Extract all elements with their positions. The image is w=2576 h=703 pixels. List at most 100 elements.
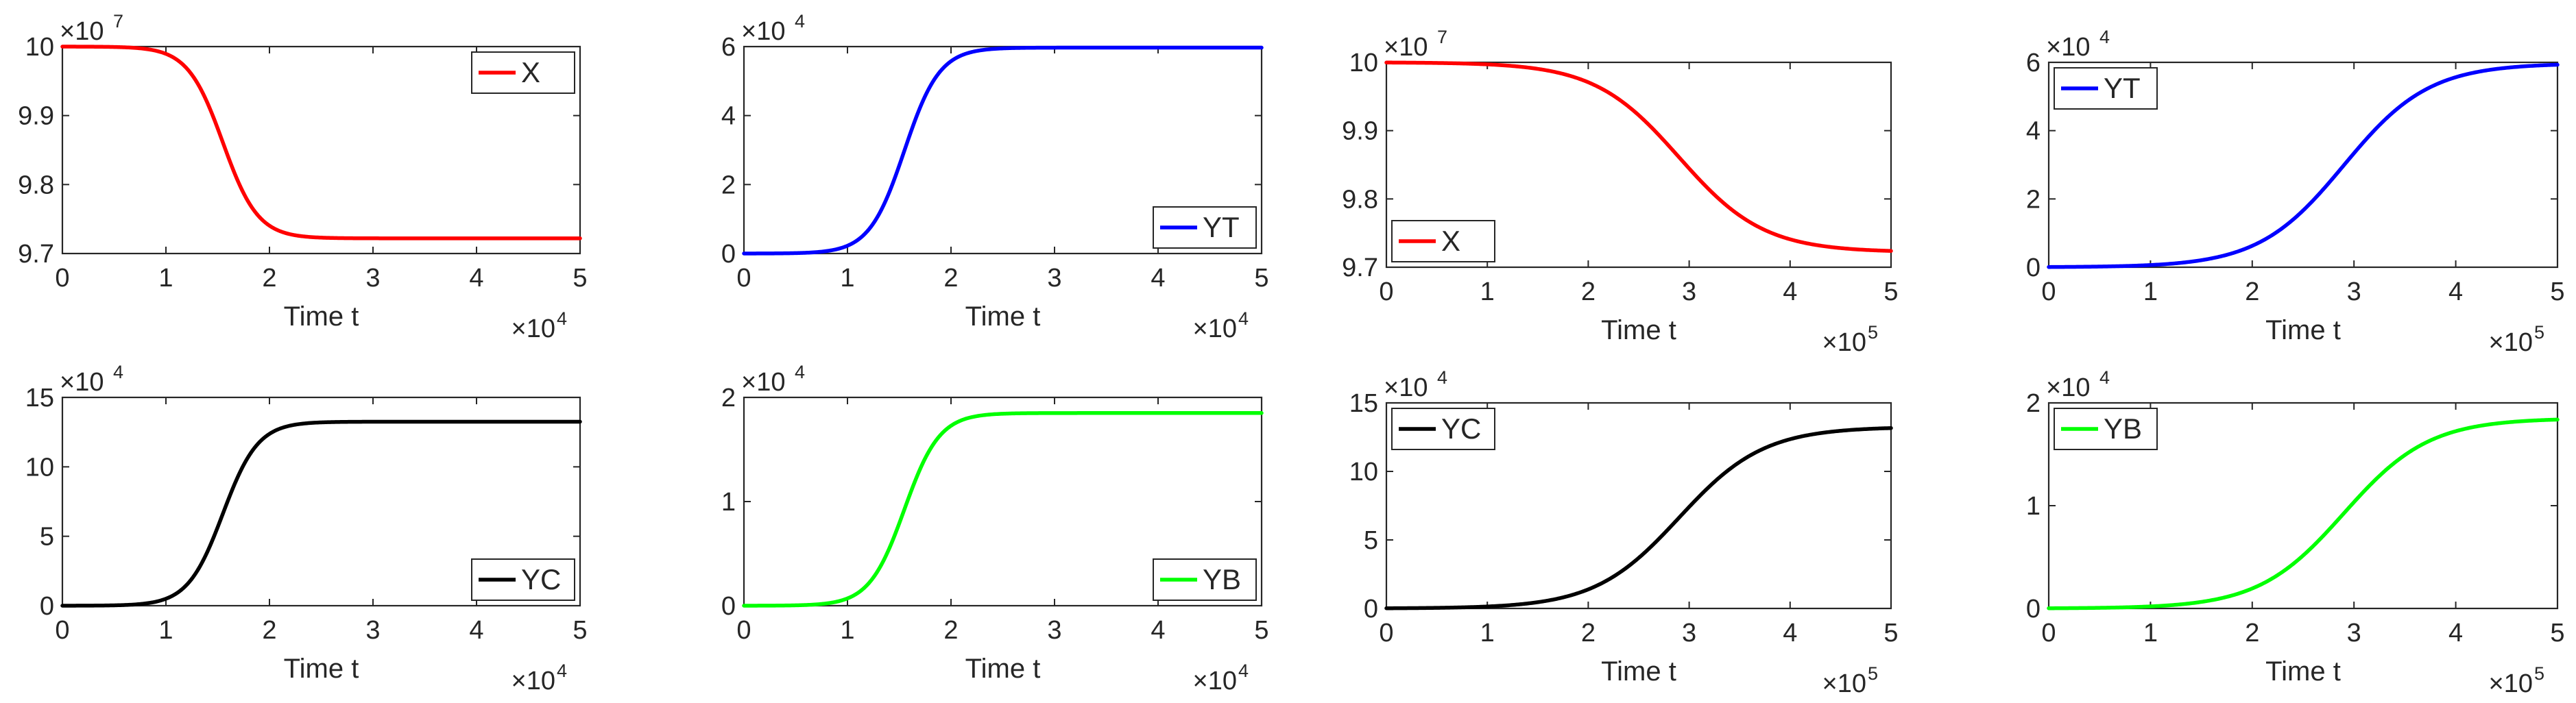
x-axis-label: Time t <box>965 654 1041 684</box>
y-tick-label: 10 <box>1349 49 1378 77</box>
y-multiplier: ×10 <box>741 17 785 46</box>
x-tick-label: 4 <box>469 264 483 293</box>
x-tick-label: 5 <box>2550 619 2564 648</box>
y-tick-label: 6 <box>2026 49 2041 77</box>
y-tick-label: 9.8 <box>1342 185 1378 214</box>
x-tick-label: 0 <box>1379 619 1393 648</box>
series-line-yb <box>742 411 1264 608</box>
x-tick-label: 3 <box>1047 616 1061 645</box>
series-line-yb <box>2047 417 2560 610</box>
x-exponent: 5 <box>2534 663 2544 684</box>
x-tick-label: 4 <box>469 616 483 645</box>
legend-label: X <box>1441 225 1460 257</box>
x-tick-label: 1 <box>1480 619 1495 648</box>
x-tick-label: 4 <box>1151 264 1165 293</box>
x-multiplier: ×10 <box>511 314 555 343</box>
x-exponent: 4 <box>557 661 567 681</box>
y-tick-label: 0 <box>40 592 54 621</box>
x-exponent: 5 <box>1868 663 1878 684</box>
x-tick-label: 4 <box>2448 278 2463 306</box>
y-tick-label: 9.9 <box>1342 117 1378 146</box>
x-tick-label: 3 <box>1682 619 1696 648</box>
x-tick-label: 5 <box>573 264 587 293</box>
y-multiplier: ×10 <box>2046 33 2090 62</box>
y-exponent: 4 <box>2099 27 2110 47</box>
x-exponent: 5 <box>1868 322 1878 343</box>
x-multiplier: ×10 <box>1193 667 1237 695</box>
x-tick-label: 5 <box>1254 264 1268 293</box>
y-tick-label: 9.8 <box>18 171 54 199</box>
y-tick-label: 10 <box>25 453 54 482</box>
y-multiplier: ×10 <box>1384 33 1428 62</box>
y-multiplier: ×10 <box>1384 373 1428 402</box>
x-exponent: 4 <box>1238 661 1249 681</box>
x-tick-label: 0 <box>736 264 751 293</box>
legend: YB <box>1153 558 1257 601</box>
x-tick-label: 0 <box>2041 619 2056 648</box>
x-tick-label: 0 <box>736 616 751 645</box>
legend-label: YC <box>1441 412 1481 445</box>
x-multiplier: ×10 <box>2489 328 2533 357</box>
y-tick-label: 10 <box>25 33 54 62</box>
x-tick-label: 5 <box>1883 619 1898 648</box>
y-tick-label: 2 <box>721 171 736 199</box>
legend: X <box>471 51 575 94</box>
y-exponent: 4 <box>795 362 805 382</box>
y-exponent: 7 <box>1437 27 1447 47</box>
x-axis-label: Time t <box>284 301 359 332</box>
x-tick-label: 1 <box>1480 278 1495 306</box>
x-tick-label: 1 <box>840 264 854 293</box>
y-tick-label: 2 <box>721 384 736 412</box>
y-tick-label: 9.7 <box>1342 254 1378 282</box>
x-tick-label: 1 <box>840 616 854 645</box>
x-tick-label: 4 <box>2448 619 2463 648</box>
x-tick-label: 2 <box>943 264 958 293</box>
series-line-x <box>60 45 582 241</box>
y-tick-label: 2 <box>2026 389 2041 418</box>
x-tick-label: 0 <box>2041 278 2056 306</box>
x-axis-label: Time t <box>1601 315 1676 345</box>
y-exponent: 7 <box>113 11 123 32</box>
x-axis-label: Time t <box>2265 656 2341 687</box>
y-multiplier: ×10 <box>2046 373 2090 402</box>
y-tick-label: 0 <box>721 240 736 269</box>
x-multiplier: ×10 <box>1193 314 1237 343</box>
legend-label: YC <box>521 563 561 595</box>
y-tick-label: 0 <box>2026 595 2041 624</box>
y-tick-label: 9.7 <box>18 240 54 269</box>
y-tick-label: 0 <box>1364 595 1378 624</box>
x-tick-label: 2 <box>1581 278 1596 306</box>
y-tick-label: 4 <box>721 102 736 131</box>
series-line-yc <box>1384 426 1893 610</box>
legend-label: X <box>521 56 540 88</box>
x-tick-label: 3 <box>365 264 380 293</box>
y-multiplier: ×10 <box>741 368 785 397</box>
x-axis-label: Time t <box>965 301 1041 332</box>
series-line-yt <box>2047 62 2560 269</box>
y-exponent: 4 <box>795 11 805 32</box>
x-tick-label: 2 <box>262 264 276 293</box>
x-multiplier: ×10 <box>1822 669 1866 698</box>
x-tick-label: 2 <box>2245 278 2259 306</box>
x-axis-label: Time t <box>1601 656 1676 687</box>
x-tick-label: 2 <box>943 616 958 645</box>
x-tick-label: 1 <box>2143 619 2158 648</box>
y-tick-label: 15 <box>1349 389 1378 418</box>
x-tick-label: 4 <box>1783 619 1797 648</box>
y-exponent: 4 <box>1437 367 1447 388</box>
legend-label: YB <box>1203 563 1241 595</box>
legend: YT <box>1153 206 1257 249</box>
x-exponent: 5 <box>2534 322 2544 343</box>
y-tick-label: 1 <box>2026 492 2041 521</box>
x-exponent: 4 <box>557 308 567 329</box>
x-tick-label: 3 <box>1047 264 1061 293</box>
y-tick-label: 4 <box>2026 117 2041 146</box>
